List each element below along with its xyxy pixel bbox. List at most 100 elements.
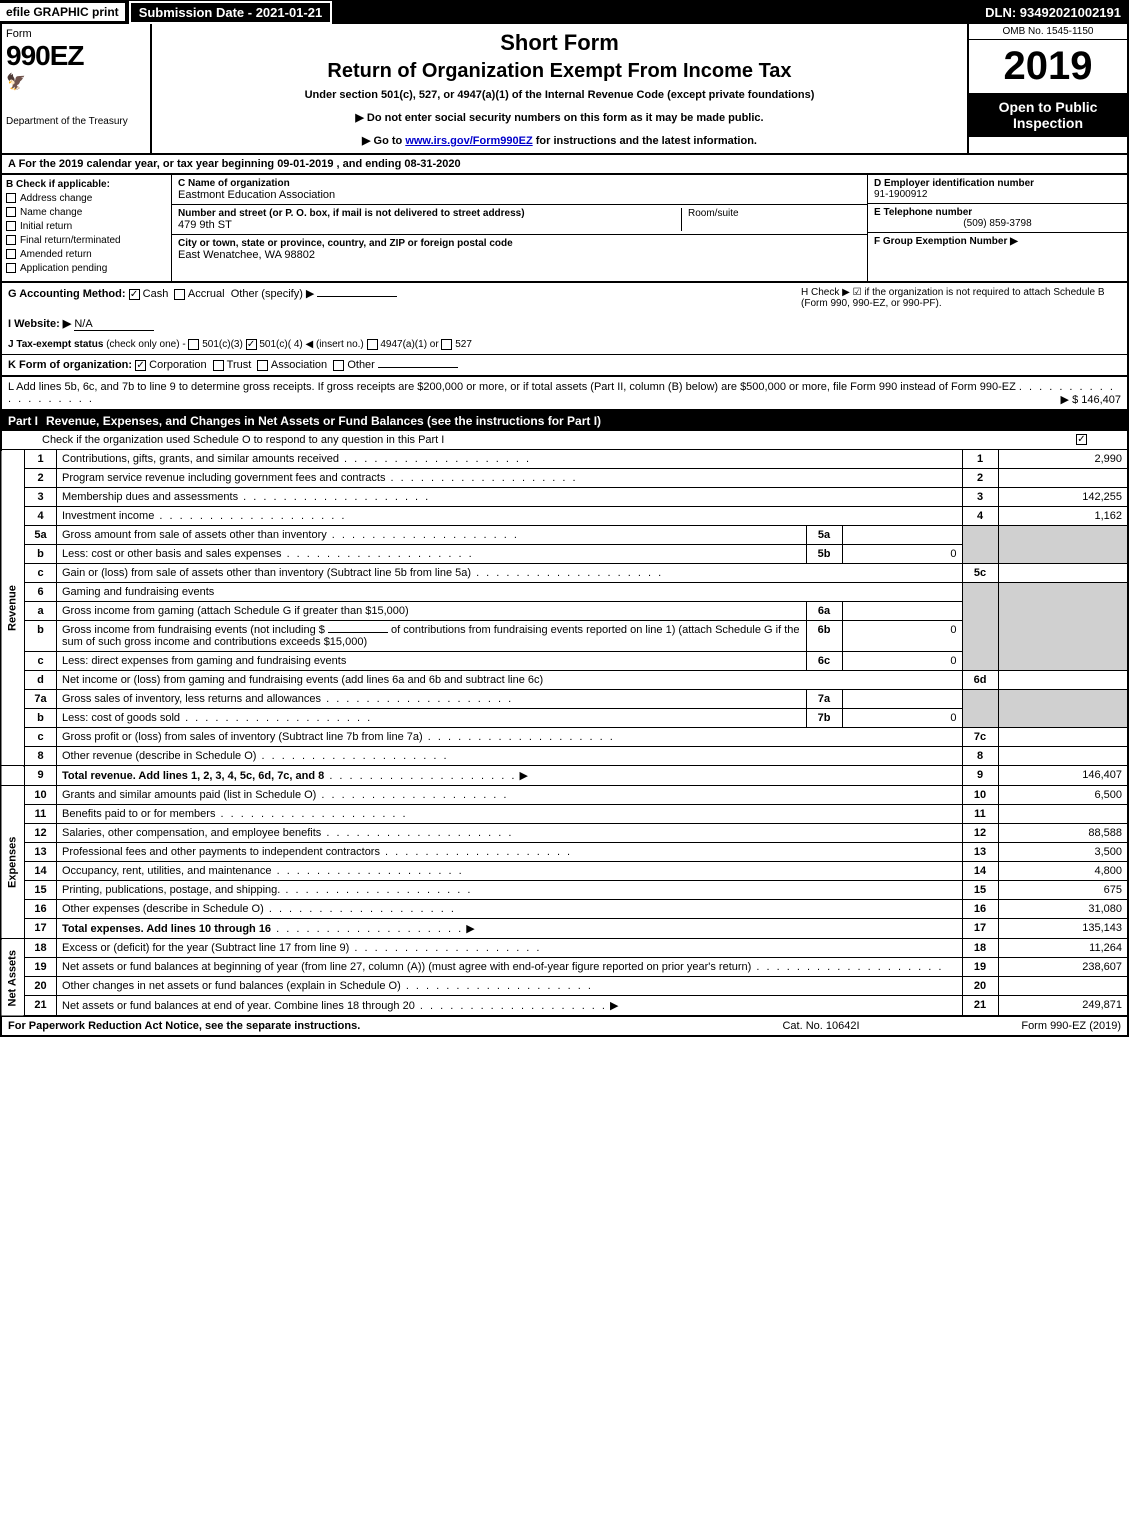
- page-footer: For Paperwork Reduction Act Notice, see …: [0, 1017, 1129, 1037]
- l14-val: 4,800: [998, 862, 1128, 881]
- instructions-link-row: ▶ Go to www.irs.gov/Form990EZ for instru…: [162, 134, 957, 147]
- form-subtitle: Under section 501(c), 527, or 4947(a)(1)…: [162, 89, 957, 101]
- l6a-subval: [842, 602, 962, 621]
- org-name: Eastmont Education Association: [178, 189, 861, 201]
- open-to-public: Open to Public Inspection: [969, 93, 1127, 137]
- efile-label[interactable]: efile GRAPHIC print: [0, 3, 125, 21]
- dots-icon: [324, 770, 516, 782]
- chk-address-change[interactable]: [6, 193, 16, 203]
- l7a-desc: Gross sales of inventory, less returns a…: [62, 693, 321, 705]
- l11-desc: Benefits paid to or for members: [62, 808, 215, 820]
- l6a-num: a: [25, 602, 57, 621]
- j-label: J Tax-exempt status: [8, 339, 103, 350]
- l17-desc: Total expenses. Add lines 10 through 16: [62, 923, 271, 935]
- lbl-4947a1: 4947(a)(1) or: [380, 339, 438, 350]
- l18-r: 18: [962, 939, 998, 958]
- chk-association[interactable]: [257, 360, 268, 371]
- l5c-r: 5c: [962, 564, 998, 583]
- l11-num: 11: [25, 805, 57, 824]
- l10-desc: Grants and similar amounts paid (list in…: [62, 789, 316, 801]
- chk-schedule-o[interactable]: [1076, 434, 1087, 445]
- l1-val: 2,990: [998, 450, 1128, 469]
- lbl-527: 527: [455, 339, 472, 350]
- org-name-label: C Name of organization: [178, 178, 861, 189]
- l7c-val: [998, 728, 1128, 747]
- l6b-amount-input[interactable]: [328, 632, 388, 633]
- l5b-num: b: [25, 545, 57, 564]
- l16-desc: Other expenses (describe in Schedule O): [62, 903, 264, 915]
- l6b-num: b: [25, 621, 57, 652]
- dots-icon: [321, 827, 513, 839]
- header-right: OMB No. 1545-1150 2019 Open to Public In…: [967, 24, 1127, 153]
- lbl-other-specify: Other (specify) ▶: [231, 288, 315, 300]
- grey-cell: [962, 583, 998, 671]
- dots-icon: [401, 980, 593, 992]
- l1-r: 1: [962, 450, 998, 469]
- l5a-desc: Gross amount from sale of assets other t…: [62, 529, 327, 541]
- chk-501c3[interactable]: [188, 339, 199, 350]
- dots-icon: [349, 942, 541, 954]
- dots-icon: [271, 923, 463, 935]
- chk-accrual[interactable]: [174, 289, 185, 300]
- l17-num: 17: [25, 919, 57, 939]
- form-title-1: Short Form: [162, 30, 957, 56]
- lbl-corporation: Corporation: [149, 359, 206, 371]
- chk-527[interactable]: [441, 339, 452, 350]
- chk-4947a1[interactable]: [367, 339, 378, 350]
- dots-icon: [180, 712, 372, 724]
- l9-val: 146,407: [998, 766, 1128, 786]
- city-label: City or town, state or province, country…: [178, 238, 861, 249]
- form-label: Form: [6, 28, 146, 40]
- l5c-num: c: [25, 564, 57, 583]
- l-text: L Add lines 5b, 6c, and 7b to line 9 to …: [8, 381, 1016, 393]
- chk-other-org[interactable]: [333, 360, 344, 371]
- l15-desc: Printing, publications, postage, and shi…: [62, 884, 280, 896]
- netassets-vertical-label: Net Assets: [1, 939, 25, 1017]
- chk-corporation[interactable]: [135, 360, 146, 371]
- chk-trust[interactable]: [213, 360, 224, 371]
- other-method-input[interactable]: [317, 296, 397, 297]
- l18-num: 18: [25, 939, 57, 958]
- website-value: N/A: [74, 318, 154, 331]
- note2-pre: ▶ Go to: [362, 135, 405, 147]
- l3-val: 142,255: [998, 488, 1128, 507]
- l8-desc: Other revenue (describe in Schedule O): [62, 750, 256, 762]
- section-b-label: B Check if applicable:: [6, 179, 167, 190]
- submission-date: Submission Date - 2021-01-21: [129, 1, 333, 24]
- chk-501c[interactable]: [246, 339, 257, 350]
- chk-cash[interactable]: [129, 289, 140, 300]
- l16-r: 16: [962, 900, 998, 919]
- revenue-label-end: [1, 766, 25, 786]
- l14-r: 14: [962, 862, 998, 881]
- chk-name-change[interactable]: [6, 207, 16, 217]
- other-org-input[interactable]: [378, 367, 458, 368]
- chk-application-pending[interactable]: [6, 263, 16, 273]
- l4-desc: Investment income: [62, 510, 154, 522]
- l5c-desc: Gain or (loss) from sale of assets other…: [62, 567, 471, 579]
- irs-link[interactable]: www.irs.gov/Form990EZ: [405, 135, 532, 147]
- l5a-subval: [842, 526, 962, 545]
- lbl-trust: Trust: [227, 359, 252, 371]
- lbl-accrual: Accrual: [188, 288, 225, 300]
- lbl-cash: Cash: [143, 288, 169, 300]
- chk-final-return[interactable]: [6, 235, 16, 245]
- l3-num: 3: [25, 488, 57, 507]
- dots-icon: [238, 491, 430, 503]
- i-label: I Website: ▶: [8, 318, 71, 330]
- l2-desc: Program service revenue including govern…: [62, 472, 385, 484]
- dots-icon: [321, 693, 513, 705]
- l11-r: 11: [962, 805, 998, 824]
- l4-num: 4: [25, 507, 57, 526]
- l4-r: 4: [962, 507, 998, 526]
- part-1-header: Part I Revenue, Expenses, and Changes in…: [0, 411, 1129, 431]
- expenses-vertical-label: Expenses: [1, 786, 25, 939]
- section-gh: G Accounting Method: Cash Accrual Other …: [0, 283, 1129, 377]
- l13-r: 13: [962, 843, 998, 862]
- lbl-501c3: 501(c)(3): [202, 339, 243, 350]
- l11-val: [998, 805, 1128, 824]
- chk-amended-return[interactable]: [6, 249, 16, 259]
- dots-icon: [282, 548, 474, 560]
- chk-initial-return[interactable]: [6, 221, 16, 231]
- top-bar: efile GRAPHIC print Submission Date - 20…: [0, 0, 1129, 24]
- g-label: G Accounting Method:: [8, 288, 126, 300]
